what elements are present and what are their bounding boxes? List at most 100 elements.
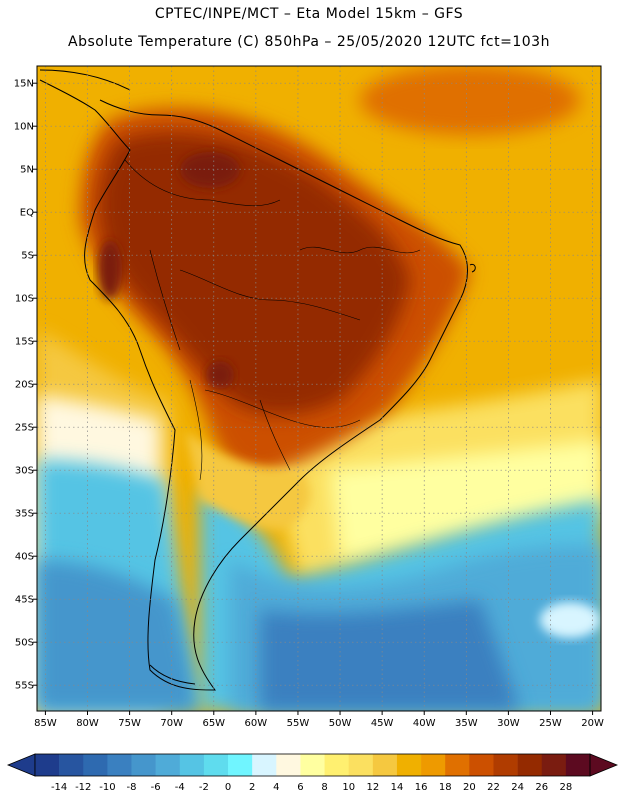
lon-label: 30W	[497, 718, 520, 729]
colorbar-label: -4	[175, 782, 185, 793]
colorbar-swatch	[324, 754, 349, 776]
colorbar-swatch	[469, 754, 494, 776]
border-3	[149, 249, 181, 351]
colorbar-swatch	[445, 754, 470, 776]
colorbar-swatch	[131, 754, 156, 776]
lat-label: EQ	[20, 208, 34, 219]
colorbar-label: -6	[151, 782, 161, 793]
lon-label: 35W	[455, 718, 478, 729]
ne-brazil-coast	[469, 263, 476, 273]
colorbar-label: 16	[415, 782, 428, 793]
colorbar-label: 2	[249, 782, 255, 793]
lat-label: 30S	[15, 466, 34, 477]
colorbar-swatch	[59, 754, 84, 776]
colorbar-label: -2	[199, 782, 209, 793]
colorbar-frame	[34, 753, 591, 777]
colorbar-label: 0	[225, 782, 231, 793]
colorbar-swatch	[396, 754, 422, 776]
map-title: CPTEC/INPE/MCT – Eta Model 15km – GFS	[154, 6, 464, 22]
map-frame	[36, 65, 602, 712]
colorbar-label: -10	[99, 782, 115, 793]
colorbar-swatch	[517, 754, 543, 776]
lat-label: 10S	[15, 294, 34, 305]
lon-label: 45W	[371, 718, 394, 729]
colorbar-label: 12	[366, 782, 379, 793]
lat-label: 55S	[15, 681, 34, 692]
colorbar-label: -14	[51, 782, 67, 793]
field-hotspot-peru	[98, 240, 122, 300]
colorbar-swatch	[348, 754, 374, 776]
field-south-cone	[185, 430, 311, 530]
colorbar: -14 -12 -10 -8 -6 -4 -2 0 2 4 6 8 10 12 14 16 18 20 22 24 26…	[6, 753, 618, 793]
colorbar-swatch	[83, 754, 108, 776]
colorbar-label: 10	[342, 782, 355, 793]
temperature-field	[37, 66, 601, 711]
colorbar-label: 28	[560, 782, 573, 793]
lat-label: 20S	[15, 380, 34, 391]
colorbar-swatch	[107, 754, 132, 776]
lon-label: 50W	[329, 718, 352, 729]
colorbar-label: 26	[535, 782, 548, 793]
colorbar-label: 14	[391, 782, 404, 793]
lon-label: 20W	[581, 718, 604, 729]
colorbar-swatch	[228, 754, 253, 776]
field-warm-pocket	[540, 602, 600, 638]
colorbar-swatch	[421, 754, 446, 776]
border-1	[124, 159, 281, 207]
country-borders	[124, 159, 421, 481]
lon-label: 55W	[287, 718, 310, 729]
colorbar-swatch	[372, 754, 398, 776]
colorbar-label: 6	[297, 782, 303, 793]
coastlines	[39, 69, 476, 691]
lon-label: 60W	[245, 718, 268, 729]
lon-label: 25W	[539, 718, 562, 729]
colorbar-swatch	[35, 754, 60, 776]
colorbar-label: -8	[127, 782, 137, 793]
lat-label: 5N	[20, 165, 34, 176]
colorbar-label: 20	[463, 782, 476, 793]
border-7	[299, 246, 421, 254]
colorbar-label: 22	[487, 782, 500, 793]
lat-label: 40S	[15, 552, 34, 563]
colorbar-swatch	[155, 754, 181, 776]
lat-label: 50S	[15, 638, 34, 649]
border-6	[259, 399, 291, 471]
border-2	[179, 269, 361, 321]
lat-label: 45S	[15, 595, 34, 606]
lon-label: 85W	[34, 718, 57, 729]
colorbar-arrow-left	[6, 753, 36, 777]
lat-label: 35S	[15, 509, 34, 520]
field-sw-colder	[37, 560, 200, 711]
axis-ticks: 15N 10N 5N EQ 5S 10S 15S 20S 25S 30S 35S 40S 45S 50S 5…	[14, 79, 604, 729]
tierra-del-fuego	[149, 664, 196, 685]
lon-label: 70W	[160, 718, 183, 729]
colorbar-swatch	[252, 754, 277, 776]
map-subtitle: Absolute Temperature (C) 850hPa – 25/05/…	[68, 34, 550, 50]
lon-label: 80W	[76, 718, 99, 729]
lat-label: 5S	[21, 251, 34, 262]
field-hotspot-chaco	[206, 361, 234, 389]
colorbar-swatch	[276, 754, 301, 776]
colorbar-swatch	[300, 754, 325, 776]
lon-label: 75W	[118, 718, 141, 729]
colorbar-swatch	[203, 754, 229, 776]
south-america-coast	[39, 79, 468, 691]
colorbar-label: 18	[439, 782, 452, 793]
lat-label: 10N	[14, 122, 34, 133]
lat-label: 15S	[15, 337, 34, 348]
lat-label: 15N	[14, 79, 34, 90]
border-4	[204, 389, 361, 428]
colorbar-swatch	[565, 754, 591, 776]
colorbar-swatch	[179, 754, 205, 776]
border-5	[189, 379, 203, 481]
colorbar-label: -12	[75, 782, 91, 793]
lat-label: 25S	[15, 423, 34, 434]
colorbar-label: 4	[273, 782, 279, 793]
colorbar-arrow-right	[589, 753, 618, 777]
field-land-hot	[99, 132, 411, 415]
colorbar-swatch	[541, 754, 567, 776]
field-hotspot-venezuela	[180, 152, 240, 188]
colorbar-swatch	[493, 754, 518, 776]
lon-label: 40W	[413, 718, 436, 729]
